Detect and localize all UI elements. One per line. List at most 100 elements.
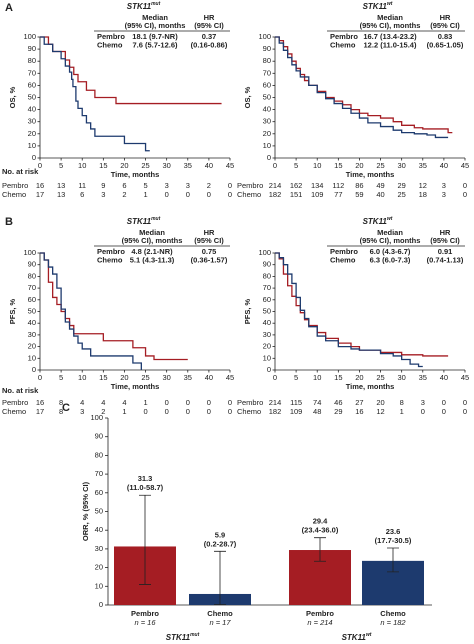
ci-label: (0.2-28.7) bbox=[204, 539, 237, 548]
x-tick-label: 5 bbox=[59, 373, 63, 382]
hr-header: HR bbox=[204, 228, 215, 237]
x-tick-label: 15 bbox=[334, 161, 342, 170]
y-tick-label: 20 bbox=[28, 342, 36, 351]
y-tick-label: 50 bbox=[28, 92, 36, 101]
legend-header: Median bbox=[377, 13, 403, 22]
at-risk-count: 6 bbox=[122, 181, 126, 190]
subgroup-title: STK11mut bbox=[166, 632, 200, 642]
y-tick-label: 100 bbox=[258, 32, 271, 41]
at-risk-count: 27 bbox=[355, 398, 363, 407]
x-tick-label: 10 bbox=[313, 373, 321, 382]
x-tick-label: 35 bbox=[419, 373, 427, 382]
at-risk-count: 9 bbox=[101, 181, 105, 190]
title-superscript: mut bbox=[151, 216, 161, 222]
panel-label: B bbox=[5, 216, 13, 228]
title-text: STK11 bbox=[363, 2, 388, 11]
at-risk-count: 0 bbox=[186, 398, 190, 407]
legend-header: (95% CI), months bbox=[360, 236, 421, 245]
n-label: n = 214 bbox=[307, 618, 332, 627]
at-risk-count: 0 bbox=[143, 407, 147, 416]
title-text: STK11 bbox=[127, 2, 152, 11]
hazard-ratio-ci: (0.16-0.86) bbox=[191, 40, 228, 49]
y-tick-label: 0 bbox=[267, 153, 271, 162]
x-tick-label: 0 bbox=[38, 373, 42, 382]
at-risk-count: 0 bbox=[228, 398, 232, 407]
y-tick-label: 60 bbox=[95, 488, 103, 497]
y-tick-label: 0 bbox=[267, 365, 271, 374]
y-tick-label: 90 bbox=[95, 432, 103, 441]
y-tick-label: 80 bbox=[28, 56, 36, 65]
x-tick-label: 45 bbox=[226, 373, 234, 382]
hr-header: HR bbox=[440, 228, 451, 237]
n-label: n = 17 bbox=[209, 618, 231, 627]
at-risk-count: 0 bbox=[228, 190, 232, 199]
x-tick-label: 0 bbox=[273, 373, 277, 382]
at-risk-count: 0 bbox=[442, 398, 446, 407]
category-label: Chemo bbox=[380, 609, 406, 618]
y-tick-label: 40 bbox=[263, 105, 271, 114]
y-tick-label: 70 bbox=[263, 283, 271, 292]
legend-median: 7.6 (5.7-12.6) bbox=[132, 40, 178, 49]
risk-row-label: Chemo bbox=[237, 190, 261, 199]
x-tick-label: 20 bbox=[120, 161, 128, 170]
title-superscript: wt bbox=[387, 1, 393, 7]
at-risk-count: 0 bbox=[207, 407, 211, 416]
y-tick-label: 10 bbox=[263, 353, 271, 362]
title-text: STK11 bbox=[342, 633, 367, 642]
at-risk-count: 20 bbox=[376, 398, 384, 407]
y-tick-label: 10 bbox=[28, 353, 36, 362]
y-tick-label: 0 bbox=[32, 365, 36, 374]
subgroup-title: STK11wt bbox=[342, 632, 372, 642]
title-text: STK11 bbox=[127, 217, 152, 226]
at-risk-count: 3 bbox=[186, 181, 190, 190]
at-risk-count: 3 bbox=[101, 190, 105, 199]
at-risk-count: 13 bbox=[57, 181, 65, 190]
at-risk-count: 4 bbox=[101, 398, 105, 407]
subgroup-title: STK11wt bbox=[363, 1, 393, 11]
at-risk-count: 29 bbox=[397, 181, 405, 190]
legend-median: 6.0 (4.3-6.7) bbox=[370, 247, 411, 256]
legend-median: 6.3 (6.0-7.3) bbox=[370, 255, 411, 264]
at-risk-count: 0 bbox=[207, 190, 211, 199]
at-risk-count: 0 bbox=[186, 190, 190, 199]
risk-row-label: Chemo bbox=[237, 407, 261, 416]
y-tick-label: 80 bbox=[263, 271, 271, 280]
y-tick-label: 80 bbox=[28, 271, 36, 280]
x-tick-label: 15 bbox=[99, 373, 107, 382]
title-text: STK11 bbox=[166, 633, 191, 642]
y-tick-label: 20 bbox=[95, 563, 103, 572]
at-risk-count: 115 bbox=[290, 398, 302, 407]
x-axis-label: Time, months bbox=[111, 382, 160, 391]
y-tick-label: 80 bbox=[263, 56, 271, 65]
y-tick-label: 0 bbox=[99, 600, 103, 609]
x-tick-label: 40 bbox=[440, 373, 448, 382]
y-tick-label: 70 bbox=[95, 469, 103, 478]
y-tick-label: 90 bbox=[28, 44, 36, 53]
x-tick-label: 25 bbox=[376, 161, 384, 170]
x-axis-label: Time, months bbox=[111, 170, 160, 179]
error-bar bbox=[214, 550, 226, 606]
at-risk-count: 3 bbox=[165, 181, 169, 190]
at-risk-count: 0 bbox=[421, 407, 425, 416]
category-label: Pembro bbox=[131, 609, 159, 618]
legend-name: Chemo bbox=[97, 255, 123, 264]
y-axis-label: ORR, % (95% CI) bbox=[81, 481, 90, 541]
risk-label: No. at risk bbox=[2, 386, 39, 395]
y-tick-label: 100 bbox=[23, 248, 36, 257]
x-tick-label: 40 bbox=[440, 161, 448, 170]
y-tick-label: 40 bbox=[95, 525, 103, 534]
legend-header: Median bbox=[142, 13, 168, 22]
x-tick-label: 35 bbox=[419, 161, 427, 170]
at-risk-count: 214 bbox=[269, 398, 282, 407]
x-axis-label: Time, months bbox=[346, 170, 395, 179]
at-risk-count: 0 bbox=[165, 407, 169, 416]
ci-label: (17.7-30.5) bbox=[375, 536, 412, 545]
at-risk-count: 12 bbox=[419, 181, 427, 190]
y-tick-label: 70 bbox=[28, 283, 36, 292]
at-risk-count: 0 bbox=[228, 407, 232, 416]
x-tick-label: 30 bbox=[162, 373, 170, 382]
y-tick-label: 40 bbox=[28, 318, 36, 327]
at-risk-count: 4 bbox=[122, 398, 126, 407]
x-tick-label: 30 bbox=[397, 373, 405, 382]
